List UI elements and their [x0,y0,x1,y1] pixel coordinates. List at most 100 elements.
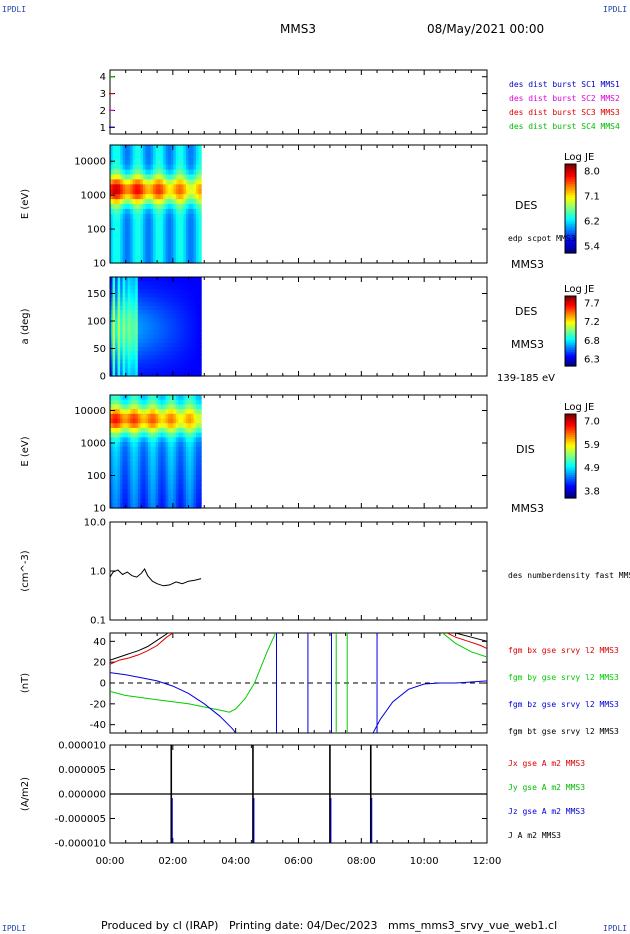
des-pitch-cell [163,347,167,352]
des-pitch-cell [163,338,167,344]
dis-energy-cell [153,465,157,471]
des-pitch-cell [180,330,184,336]
dis-energy-cell [178,475,182,481]
des-pitch-cell [155,293,159,299]
des-pitch-cell [110,367,114,373]
des-energy-cell [190,154,195,161]
des-energy-cell [175,194,179,200]
des-energy-cell [153,149,157,156]
des-energy-cell [160,243,164,249]
colorbar-segment [565,491,576,495]
des-pitch-cell [158,367,162,373]
colorbar-segment [565,485,576,489]
dis-energy-cell [137,456,141,462]
des-energy-cell [193,169,197,176]
des-energy-cell [130,243,134,249]
des-energy-cell [165,204,169,210]
dis-energy-cell [112,413,116,420]
des-pitch-cell [163,318,167,323]
des-pitch-cell [135,305,139,311]
des-energy-cell [115,243,119,249]
dis-energy-cell [196,446,200,453]
des-energy-cell [153,164,157,171]
des-energy-cell [132,218,136,225]
des-pitch-cell [175,371,179,377]
des-pitch-cell [130,318,134,323]
des-pitch-cell [190,318,195,323]
des-pitch-cell [117,314,121,319]
des-energy-cell [110,243,114,249]
colorbar-segment [565,456,576,459]
des-energy-cell [120,154,124,161]
dis-energy-cell [165,493,169,500]
des-energy-cell [140,228,144,235]
colorbar-segment [565,334,576,337]
des-pitch-cell [165,326,169,332]
dis-energy-cell [170,418,174,424]
des-pitch-cell [165,338,169,344]
des-energy-cell [127,194,131,200]
dis-energy-cell [178,395,182,401]
dis-energy-cell [188,498,192,504]
des-energy-cell [115,174,119,181]
des-energy-cell [180,248,184,254]
des-energy-cell [140,243,144,249]
footer-credits: Produced by cl (IRAP) Printing date: 04/… [101,919,558,932]
des-energy-cell [117,223,121,230]
des-pitch-cell [125,363,129,369]
des-pitch-cell [158,326,162,332]
dis-energy-cell [178,465,182,471]
des-pitch-cell [110,301,114,307]
des-energy-cell [132,213,136,220]
des-pitch-cell [120,338,124,344]
colorbar-segment [565,199,576,203]
des-energy-cell [150,174,154,181]
des-energy-cell [142,184,147,190]
des-energy-cell [120,149,124,156]
dis-energy-cell [173,413,177,420]
dis-energy-cell [150,484,154,490]
dis-energy-cell [180,484,184,490]
des-pitch-cell [188,359,192,365]
des-energy-cell [120,208,124,215]
des-energy-cell [145,199,149,205]
dis-energy-cell [165,395,169,401]
des-pitch-cell [137,355,141,361]
dis-energy-cell [115,475,119,481]
dis-energy-cell [110,442,114,448]
dis-energy-cell [140,404,144,410]
dis-energy-cell [158,442,162,448]
des-pitch-cell [178,326,182,332]
des-energy-cell [196,223,200,230]
dis-energy-cell [140,437,144,443]
des-energy-cell [147,145,152,151]
des-energy-cell [165,223,169,230]
des-pitch-cell [175,297,179,303]
des-pitch-cell [198,310,202,315]
des-energy-cell [163,154,167,161]
des-pitch-cell [163,371,167,377]
des-pitch-cell [122,293,126,299]
des-energy-cell [158,258,162,264]
dis-energy-colorbar-title: Log JE [564,402,594,413]
des-pitch-cell [120,301,124,307]
des-pitch-cell [168,305,172,311]
des-energy-cell [127,204,131,210]
burst-legend-entry: des dist burst SC2 MMS2 [509,94,620,103]
dis-energy-cell [168,460,172,467]
des-pitch-cell [110,347,114,352]
dis-energy-cell [153,470,157,476]
des-energy-cell [170,149,174,156]
des-energy-cell [188,174,192,181]
des-energy-cell [142,164,147,171]
des-pitch-cell [122,301,126,307]
dis-energy-cell [135,479,139,486]
dis-energy-cell [130,427,134,434]
des-pitch-cell [120,359,124,365]
des-pitch-cell [120,293,124,299]
des-energy-cell [115,199,119,205]
dis-energy-cell [110,395,114,401]
dis-energy-cell [170,395,174,401]
des-pitch-cell [115,277,119,282]
des-energy-cell [190,223,195,230]
